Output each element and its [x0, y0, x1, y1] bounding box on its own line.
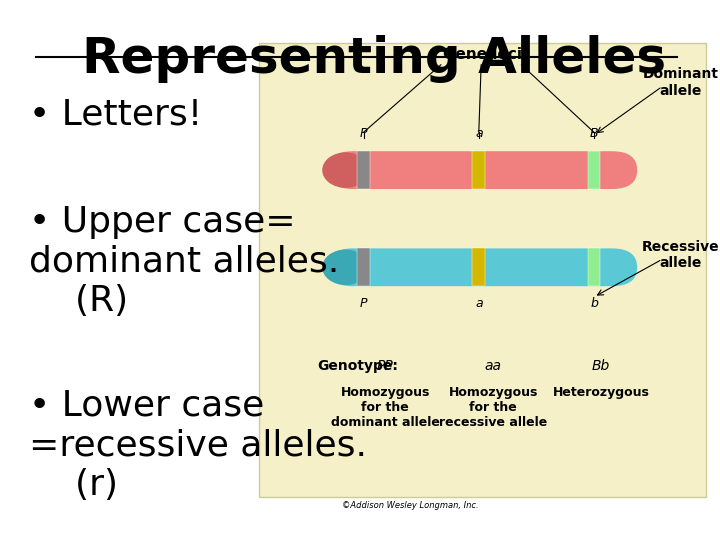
- Text: Genotype:: Genotype:: [317, 359, 397, 373]
- Text: a: a: [475, 297, 482, 310]
- Text: a: a: [475, 127, 482, 140]
- Text: Gene loci: Gene loci: [443, 47, 522, 62]
- Text: Bb: Bb: [592, 359, 611, 373]
- Bar: [357, 248, 370, 286]
- Text: • Upper case=
dominant alleles.
    (R): • Upper case= dominant alleles. (R): [29, 205, 339, 318]
- Text: Representing Alleles: Representing Alleles: [82, 35, 667, 83]
- Circle shape: [323, 153, 369, 187]
- Bar: [588, 248, 600, 286]
- Bar: [357, 151, 370, 189]
- Text: P: P: [360, 297, 367, 310]
- Text: Dominant
allele: Dominant allele: [642, 68, 719, 98]
- Text: aa: aa: [485, 359, 502, 373]
- Text: P: P: [360, 127, 367, 140]
- Text: ©Addison Wesley Longman, Inc.: ©Addison Wesley Longman, Inc.: [342, 501, 479, 510]
- Text: • Lower case
=recessive alleles.
    (r): • Lower case =recessive alleles. (r): [29, 389, 366, 502]
- Circle shape: [323, 251, 369, 284]
- Text: • Letters!: • Letters!: [29, 97, 202, 131]
- Bar: [588, 151, 600, 189]
- Bar: [472, 151, 485, 189]
- Text: B: B: [590, 127, 598, 140]
- Bar: [472, 248, 485, 286]
- FancyBboxPatch shape: [328, 151, 637, 189]
- Text: b: b: [590, 297, 598, 310]
- Text: Homozygous
for the
dominant allele: Homozygous for the dominant allele: [330, 386, 440, 429]
- Text: Heterozygous: Heterozygous: [553, 386, 649, 399]
- FancyBboxPatch shape: [328, 248, 637, 286]
- Text: PP: PP: [377, 359, 394, 373]
- Text: Recessive
allele: Recessive allele: [642, 240, 719, 271]
- FancyBboxPatch shape: [259, 43, 706, 497]
- Text: Homozygous
for the
recessive allele: Homozygous for the recessive allele: [439, 386, 547, 429]
